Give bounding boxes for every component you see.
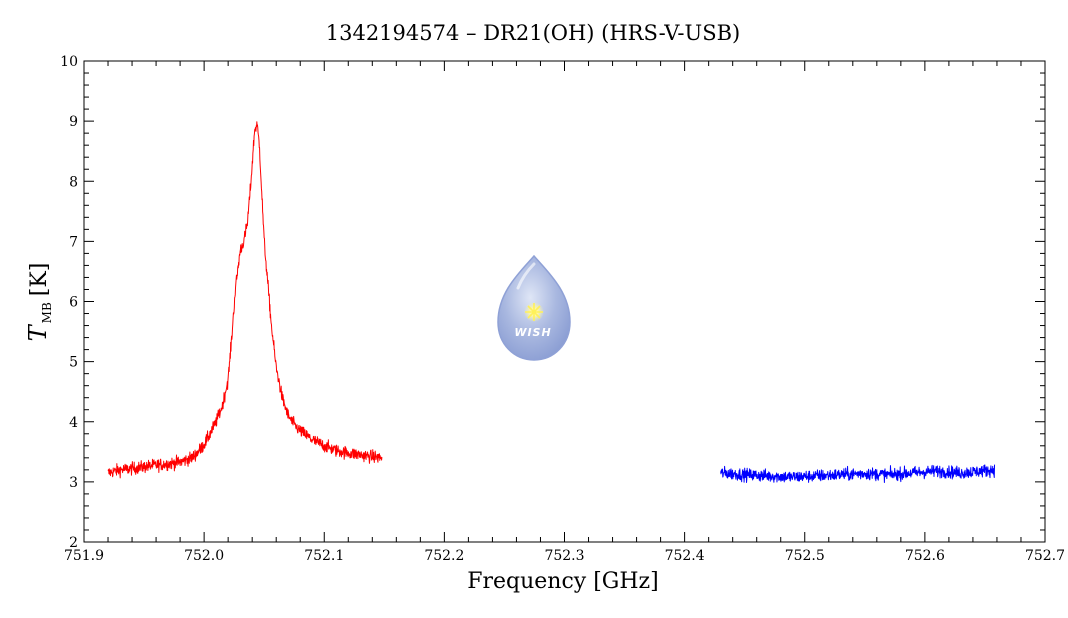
- y-axis-label: TMB [K]: [24, 263, 54, 342]
- y-tick-label: 7: [69, 234, 78, 250]
- y-tick-label: 8: [69, 174, 78, 190]
- y-tick-label: 4: [69, 415, 78, 431]
- y-tick-label: 10: [60, 54, 78, 70]
- x-axis-label: Frequency [GHz]: [467, 569, 659, 594]
- logo-text: WISH: [514, 326, 551, 339]
- y-tick-label: 6: [69, 295, 78, 311]
- y-tick-label: 5: [69, 355, 78, 371]
- y-tick-label: 9: [69, 114, 78, 130]
- x-tick-label: 752.3: [544, 548, 584, 564]
- x-tick-label: 752.4: [665, 548, 705, 564]
- x-tick-label: 752.0: [184, 548, 224, 564]
- y-tick-label: 3: [69, 475, 78, 491]
- x-tick-label: 752.6: [905, 548, 945, 564]
- ticks-layer: 751.9 752.0 752.1 752.2 752.3 752.4 752.5 752.6…: [60, 54, 1065, 564]
- x-tick-label: 752.1: [304, 548, 344, 564]
- y-axis-label-unit: [K]: [27, 263, 52, 297]
- svg-text:TMB[K]: TMB [K]: [24, 263, 54, 342]
- data-layer: [107, 121, 996, 484]
- y-axis-label-sub: MB: [40, 302, 54, 323]
- y-axis-label-main: T: [24, 323, 52, 341]
- spectrum-trace-1: [107, 121, 383, 479]
- spectrum-trace-2: [720, 464, 996, 484]
- chart-title: 1342194574 – DR21(OH) (HRS-V-USB): [326, 21, 741, 45]
- x-tick-label: 752.5: [785, 548, 825, 564]
- x-tick-label: 751.9: [64, 548, 104, 564]
- x-tick-label: 752.2: [424, 548, 464, 564]
- y-tick-label: 2: [69, 535, 78, 551]
- logo: WISH: [497, 254, 571, 361]
- x-tick-label: 752.7: [1025, 548, 1065, 564]
